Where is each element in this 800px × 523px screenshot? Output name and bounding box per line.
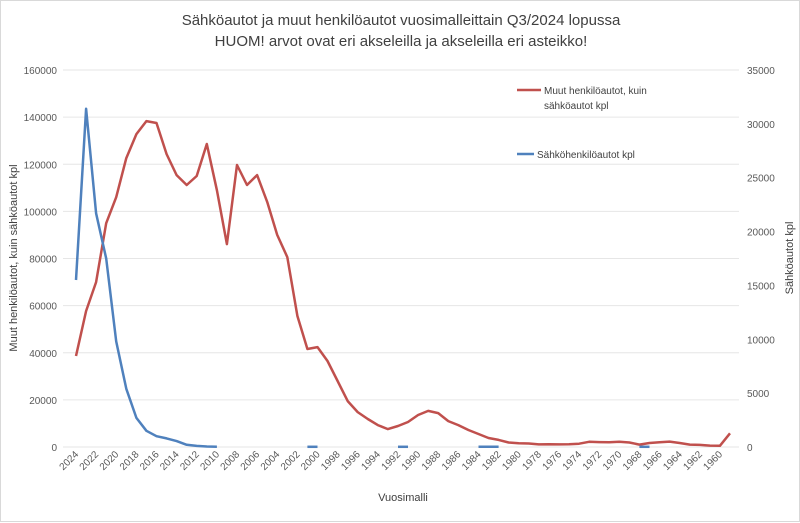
x-tick-label: 1990 (400, 449, 424, 473)
x-axis-ticks: 2024202220202018201620142012201020082006… (58, 449, 726, 473)
legend-label-sahko: Sähköhenkilöautot kpl (537, 150, 635, 161)
x-tick-label: 1970 (601, 449, 625, 473)
legend: Muut henkilöautot, kuin sähköautot kpl S… (517, 86, 647, 161)
legend-label-muut-line1: Muut henkilöautot, kuin (544, 86, 647, 97)
left-tick-label: 60000 (29, 302, 57, 313)
right-tick-label: 35000 (747, 66, 775, 77)
x-axis-title: Vuosimalli (378, 492, 428, 504)
left-axis-title: Muut henkilöautot, kuin sähköautot kpl (8, 164, 20, 351)
right-tick-label: 0 (747, 443, 753, 454)
right-tick-label: 25000 (747, 174, 775, 185)
x-tick-label: 2020 (98, 449, 122, 473)
x-tick-label: 1980 (500, 449, 524, 473)
x-tick-label: 1996 (339, 449, 363, 473)
x-tick-label: 1984 (460, 449, 484, 473)
x-tick-label: 1972 (581, 449, 605, 473)
right-axis-title: Sähköautot kpl (784, 222, 796, 295)
series-line-muut (76, 121, 730, 446)
x-tick-label: 1966 (641, 449, 665, 473)
x-tick-label: 1964 (661, 449, 685, 473)
x-tick-label: 1992 (380, 449, 404, 473)
right-axis-ticks: 0 5000 10000 15000 20000 25000 30000 35000 (747, 66, 775, 454)
left-tick-label: 20000 (29, 396, 57, 407)
left-axis-ticks: 0 20000 40000 60000 80000 100000 120000 140000 1… (24, 66, 58, 454)
left-tick-label: 120000 (24, 160, 58, 171)
x-tick-label: 1986 (440, 449, 464, 473)
x-tick-label: 1976 (541, 449, 565, 473)
chart-subtitle: HUOM! arvot ovat eri akseleilla ja aksel… (215, 33, 588, 50)
x-tick-label: 2024 (58, 449, 82, 473)
left-tick-label: 0 (51, 443, 57, 454)
x-tick-label: 1978 (520, 449, 544, 473)
x-tick-label: 1962 (681, 449, 705, 473)
gridlines (63, 70, 739, 447)
left-tick-label: 80000 (29, 255, 57, 266)
x-tick-label: 2022 (78, 449, 102, 473)
x-tick-label: 2002 (279, 449, 303, 473)
left-tick-label: 40000 (29, 349, 57, 360)
left-tick-label: 100000 (24, 207, 58, 218)
x-tick-label: 1982 (480, 449, 504, 473)
right-tick-label: 10000 (747, 335, 775, 346)
x-tick-label: 2018 (118, 449, 142, 473)
x-tick-label: 1974 (561, 449, 585, 473)
left-tick-label: 140000 (24, 113, 58, 124)
x-tick-label: 1960 (702, 449, 726, 473)
x-tick-label: 1988 (420, 449, 444, 473)
x-tick-label: 1968 (621, 449, 645, 473)
x-tick-label: 1994 (359, 449, 383, 473)
x-tick-label: 2010 (199, 449, 223, 473)
x-tick-label: 2006 (239, 449, 263, 473)
right-tick-label: 15000 (747, 281, 775, 292)
x-tick-label: 2014 (158, 449, 182, 473)
left-tick-label: 160000 (24, 66, 58, 77)
x-tick-label: 2008 (219, 449, 243, 473)
x-tick-label: 1998 (319, 449, 343, 473)
legend-label-muut-line2: sähköautot kpl (544, 101, 609, 112)
chart-title: Sähköautot ja muut henkilöautot vuosimal… (182, 12, 621, 29)
right-tick-label: 30000 (747, 120, 775, 131)
x-tick-label: 2012 (178, 449, 202, 473)
x-tick-label: 2004 (259, 449, 283, 473)
right-tick-label: 20000 (747, 228, 775, 239)
x-tick-label: 2000 (299, 449, 323, 473)
right-tick-label: 5000 (747, 389, 770, 400)
x-tick-label: 2016 (138, 449, 162, 473)
